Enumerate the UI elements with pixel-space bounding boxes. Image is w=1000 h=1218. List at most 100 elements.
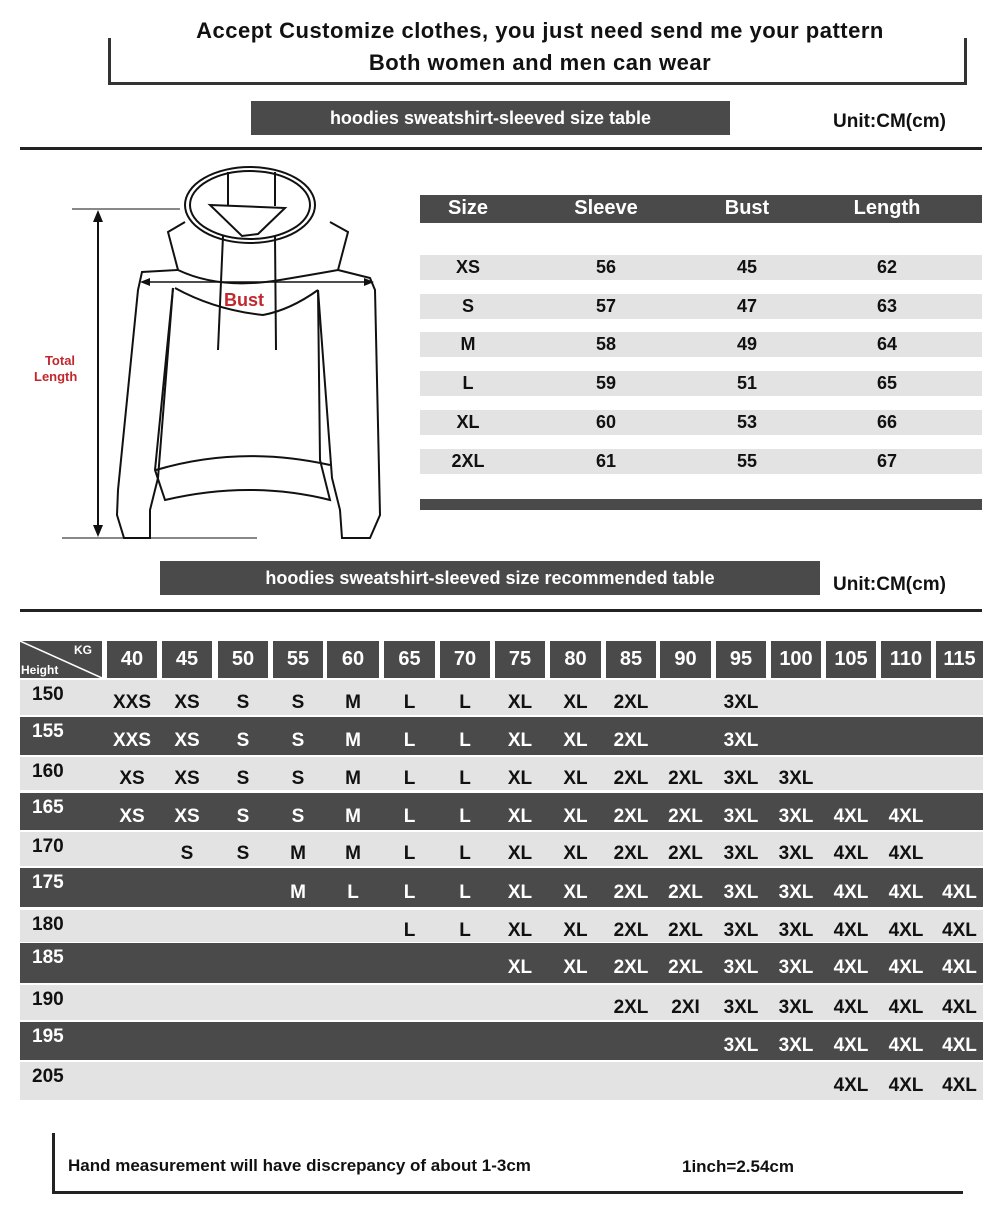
size-table-cell: 57 — [595, 296, 617, 316]
size-table-cell: 59 — [595, 373, 617, 393]
recommend-row-170: 170 S S M M L L XL XL 2XL 2XL 3XL 3XL 4XL 4XL — [20, 832, 983, 866]
size-cell: 4XL — [833, 1035, 869, 1056]
size-cell: 4XL — [888, 881, 924, 903]
size-cell: 4XL — [833, 957, 869, 978]
size-table-cell: 60 — [595, 412, 617, 432]
size-table-cell: 53 — [736, 412, 758, 432]
total-length-label-1: Total — [44, 353, 76, 368]
size-cell: 2XL — [613, 996, 649, 1018]
size-cell: 4XL — [833, 881, 869, 903]
size-cell: M — [290, 843, 306, 864]
size-cell: L — [459, 767, 471, 789]
size-cell: M — [345, 767, 361, 789]
weight-header-75: 75 — [495, 641, 545, 678]
size-table-row — [420, 410, 982, 435]
footer-bracket — [52, 1133, 963, 1194]
size-cell: L — [403, 691, 416, 713]
weight-header-80: 80 — [550, 641, 601, 678]
size-cell: XL — [563, 691, 588, 713]
size-table-row — [420, 255, 982, 280]
size-table-cell: 51 — [736, 373, 758, 393]
size-table-cell: 45 — [736, 257, 758, 277]
size-cell: 3XL — [778, 805, 814, 827]
size-cell: 4XL — [888, 805, 924, 827]
size-cell: S — [291, 730, 305, 751]
header-bracket — [108, 38, 967, 85]
size-cell: 2XL — [613, 957, 649, 978]
size-table-cell: 61 — [595, 451, 617, 471]
size-cell: 3XL — [778, 996, 814, 1018]
corner-height-label: Height — [21, 663, 59, 677]
size-table-row — [420, 371, 982, 396]
size-cell: XS — [174, 805, 200, 827]
size-cell: 4XL — [833, 996, 869, 1018]
height-label: 165 — [32, 797, 64, 818]
size-cell: XL — [507, 843, 533, 864]
size-cell: 3XL — [778, 881, 814, 903]
height-label: 195 — [32, 1026, 64, 1047]
size-cell: XS — [119, 805, 145, 827]
height-label: 160 — [32, 761, 64, 782]
size-cell: L — [459, 843, 471, 864]
size-table-header-length: Length — [853, 197, 921, 219]
recommend-row-185: 185 XL XL 2XL 2XL 3XL 3XL 4XL 4XL 4XL — [20, 943, 983, 983]
size-table-unit: Unit:CM(cm) — [833, 111, 946, 132]
size-table-cell: 64 — [876, 334, 898, 354]
size-cell: S — [291, 767, 305, 789]
recommend-row-155: 155 XXS XS S S M L L XL XL 2XL 3XL — [20, 717, 983, 755]
weight-header-45: 45 — [162, 641, 212, 678]
recommend-row-175: 175 M L L L XL XL 2XL 2XL 3XL 3XL 4XL 4XL 4XL — [20, 868, 983, 907]
weight-header-100: 100 — [771, 641, 821, 678]
size-cell: 2XL — [613, 920, 649, 941]
size-cell: M — [290, 881, 306, 903]
size-cell: 3XL — [778, 957, 814, 978]
size-cell: 2XL — [613, 730, 649, 751]
size-cell: XXS — [112, 691, 152, 713]
weight-header-115: 115 — [936, 641, 983, 678]
size-cell: S — [236, 691, 250, 713]
size-cell: XL — [507, 730, 533, 751]
size-cell: XS — [174, 730, 200, 751]
size-table-row — [420, 332, 982, 357]
weight-header-65: 65 — [384, 641, 435, 678]
weight-header-50: 50 — [218, 641, 268, 678]
total-length-label-2: Length — [34, 369, 78, 384]
recommend-table-title: hoodies sweatshirt-sleeved size recommen… — [160, 561, 820, 595]
size-cell: 3XL — [723, 843, 759, 864]
size-cell: XL — [507, 881, 533, 903]
size-cell: XL — [563, 767, 588, 789]
size-cell: 4XL — [942, 1075, 977, 1096]
size-table-header-bust: Bust — [724, 197, 770, 219]
size-cell: S — [236, 805, 250, 827]
size-cell: XL — [563, 957, 588, 978]
bust-label: Bust — [224, 290, 264, 310]
size-cell: 3XL — [723, 691, 759, 713]
size-cell: 3XL — [723, 996, 759, 1018]
size-cell: 2XL — [613, 843, 649, 864]
recommend-row-160: 160 XS XS S S M L L XL XL 2XL 2XL 3XL 3XL — [20, 757, 983, 790]
size-cell: XS — [119, 767, 145, 789]
size-cell: L — [347, 881, 359, 903]
size-cell: S — [291, 805, 305, 827]
size-cell: XL — [563, 843, 588, 864]
size-cell: 2XL — [668, 805, 703, 827]
size-table-cell: 63 — [876, 296, 898, 316]
weight-header-90: 90 — [660, 641, 711, 678]
size-cell: 2XI — [671, 996, 700, 1018]
size-cell: 3XL — [723, 957, 759, 978]
height-label: 180 — [32, 914, 64, 935]
size-table-cell: 66 — [876, 412, 898, 432]
size-cell: 3XL — [778, 920, 814, 941]
size-cell: XL — [563, 881, 588, 903]
size-cell: L — [403, 920, 416, 941]
size-cell: XL — [507, 805, 533, 827]
size-table-title: hoodies sweatshirt-sleeved size table — [251, 101, 730, 135]
size-cell: 2XL — [668, 920, 703, 941]
size-cell: S — [236, 767, 250, 789]
size-cell: 3XL — [723, 805, 759, 827]
size-table-cell: L — [462, 373, 474, 393]
height-label: 155 — [32, 721, 64, 742]
height-label: 205 — [32, 1066, 64, 1087]
size-cell: 3XL — [778, 767, 814, 789]
size-cell: XS — [174, 691, 200, 713]
